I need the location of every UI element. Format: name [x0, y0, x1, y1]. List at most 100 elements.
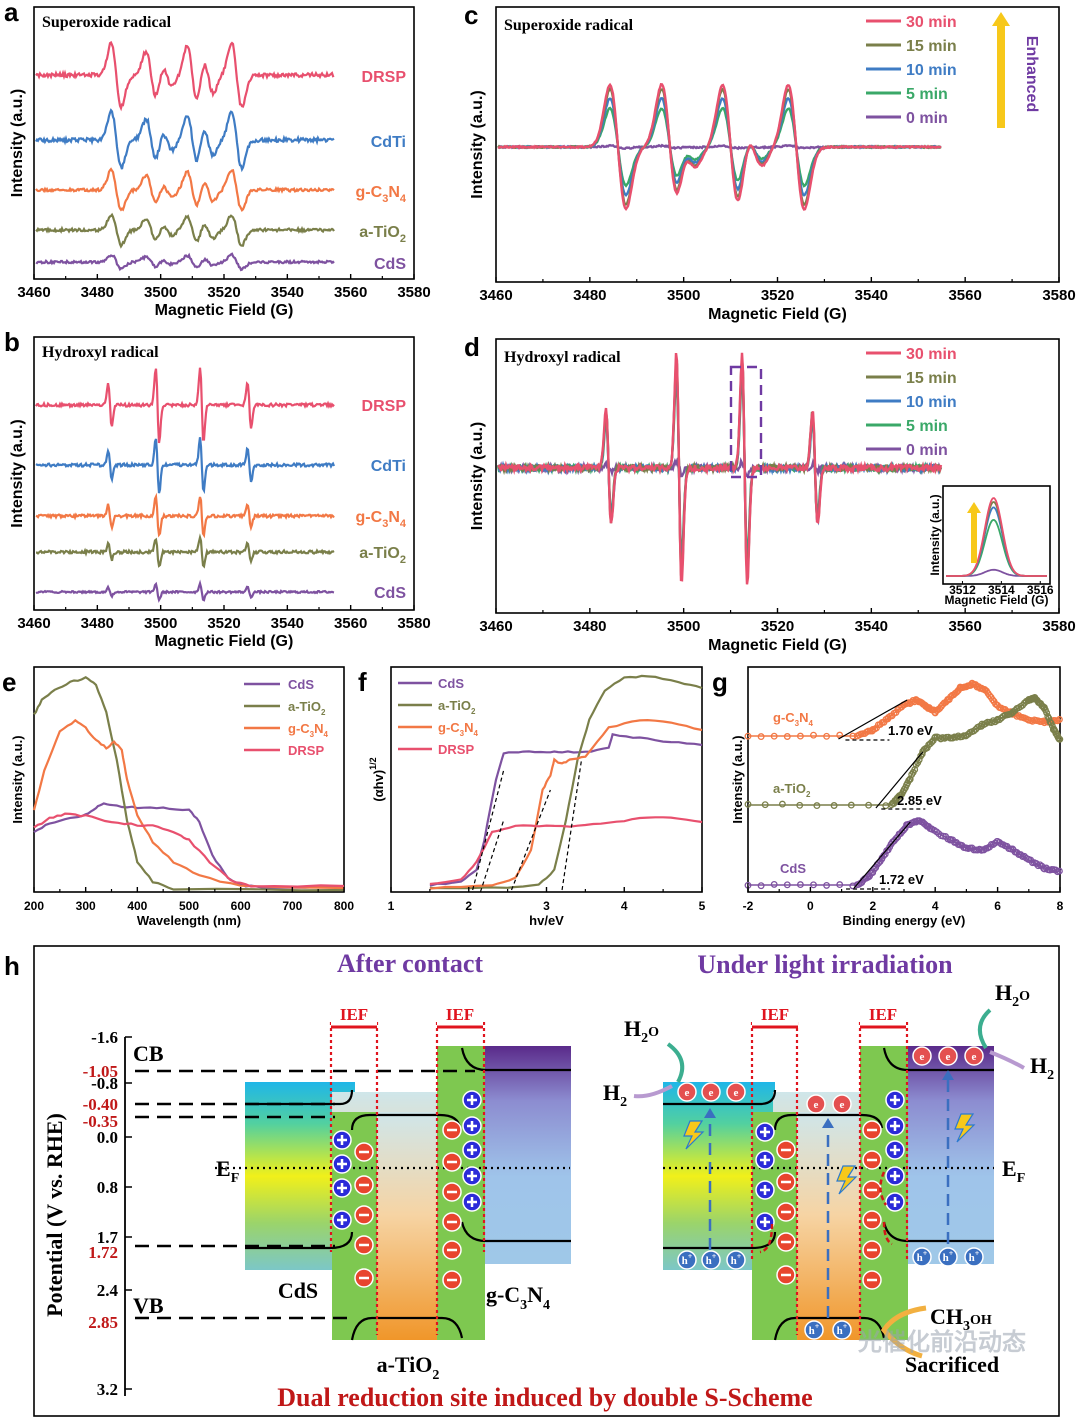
- panel-f-tangent: [479, 819, 505, 893]
- enhanced-arrow-shaft: [997, 24, 1005, 128]
- svg-text:e: e: [734, 1087, 739, 1099]
- panel-g-x-tick-label: 2: [869, 899, 876, 913]
- panel-c-legend-label: 10 min: [906, 62, 957, 79]
- light-bolt-icon: [683, 1120, 705, 1150]
- ch3oh-arrow: [880, 1305, 927, 1359]
- panel-f-tangent: [561, 759, 583, 891]
- panel-d-inset-series: [946, 506, 1047, 577]
- gcn-label: g-C3N4: [486, 1282, 550, 1313]
- panel-f-x-tick-label: 5: [699, 899, 706, 913]
- panel-b-x-tick-label: 3460: [17, 615, 50, 632]
- hole-plus-icon: [755, 1180, 775, 1200]
- hole-plus-icon: [885, 1090, 905, 1110]
- panel-c-legend-label: 0 min: [906, 110, 948, 127]
- panel-d-x-tick-label: 3480: [573, 618, 606, 635]
- panel-h-cb-label: CB: [133, 1041, 164, 1066]
- panel-b-series-label: CdS: [374, 585, 406, 602]
- panel-e-legend-label: a-TiO2: [288, 699, 326, 717]
- panel-a-series-aTiO2: [35, 212, 335, 249]
- panel-g-point: [900, 826, 908, 834]
- panel-a-x-tick-label: 3540: [271, 284, 304, 301]
- fermi-label-left: EF: [216, 1156, 239, 1186]
- panel-f-series-1: [429, 674, 703, 890]
- inset-tick-label: 3514: [988, 583, 1015, 597]
- electron-minus-icon: [862, 1270, 882, 1290]
- panel-g-point: [870, 865, 878, 873]
- panel-e-series-1: [33, 676, 345, 892]
- panel-e-ylabel: Intensity (a.u.): [10, 735, 25, 823]
- electron-minus-icon: [862, 1180, 882, 1200]
- panel-label-f: f: [358, 667, 367, 697]
- panel-c-legend-label: 15 min: [906, 38, 957, 55]
- h2-out-arrow-left: [633, 1084, 673, 1099]
- ief-label-bg: [437, 1003, 483, 1025]
- svg-text:h+: h+: [731, 1252, 742, 1267]
- electron-minus-icon: [862, 1240, 882, 1260]
- gcn-vb-line: [460, 1221, 571, 1243]
- electron-ball-icon: e: [806, 1094, 826, 1114]
- h2o-to-h2-arrow-right: [978, 1008, 992, 1050]
- ief-label: IEF: [446, 1005, 474, 1024]
- panel-e-x-tick-label: 700: [282, 899, 302, 913]
- electron-minus-icon: [442, 1240, 462, 1260]
- ief-label: IEF: [340, 1005, 368, 1024]
- hole-plus-icon: [885, 1166, 905, 1186]
- panel-d-legend-label: 0 min: [906, 442, 948, 459]
- electron-minus-icon: [776, 1265, 796, 1285]
- svg-text:h+: h+: [969, 1249, 980, 1264]
- panel-h-ytick-label: 0.8: [97, 1178, 118, 1197]
- panel-label-h: h: [4, 951, 20, 981]
- panel-g-x-tick-label: 4: [932, 899, 939, 913]
- excitation-arrow-head: [704, 1108, 716, 1118]
- panel-h-vb-label: VB: [133, 1293, 164, 1318]
- panel-d-inset-series: [946, 497, 1047, 577]
- electron-minus-icon: [442, 1152, 462, 1172]
- panel-g-point: [778, 800, 786, 808]
- svg-text:e: e: [840, 1099, 845, 1111]
- electron-minus-icon: [862, 1210, 882, 1230]
- panel-a-title: Superoxide radical: [42, 14, 172, 31]
- panel-a-series-DRSP: [35, 40, 335, 112]
- recombination-arrow: [759, 1223, 774, 1254]
- svg-text:e: e: [814, 1099, 819, 1111]
- cds-vb-line-r: [663, 1231, 777, 1250]
- inset-xlabel: Magnetic Field (G): [944, 593, 1048, 607]
- panel-d-legend-label: 30 min: [906, 346, 957, 363]
- panel-f-legend-label: DRSP: [438, 742, 474, 757]
- panel-a-series-label: CdTi: [371, 134, 406, 151]
- panel-e-legend-label: DRSP: [288, 743, 324, 758]
- hole-plus-icon: [332, 1130, 352, 1150]
- panel-b-x-tick-label: 3520: [207, 615, 240, 632]
- panel-g-tangent: [875, 751, 924, 809]
- panel-g-edge-value: 1.70 eV: [888, 723, 933, 738]
- panel-b-series-CdTi: [35, 437, 336, 495]
- panel-d-inset-frame: [942, 485, 1051, 585]
- panel-e-xlabel: Wavelength (nm): [137, 913, 241, 928]
- electron-ball-icon: e: [912, 1046, 932, 1066]
- cds-cb-line: [245, 1089, 354, 1106]
- panel-d-x-tick-label: 3540: [855, 618, 888, 635]
- panel-g-point: [1017, 851, 1025, 859]
- fermi-label-right: EF: [1002, 1156, 1025, 1186]
- panel-d-title: Hydroxyl radical: [504, 349, 621, 366]
- panel-g-tangent: [853, 821, 911, 889]
- panel-f-x-tick-label: 4: [621, 899, 628, 913]
- panel-b-x-tick-label: 3540: [271, 615, 304, 632]
- ief-label-bg: [331, 1003, 377, 1025]
- panel-a-series-gC3N4: [35, 167, 335, 212]
- cds-label: CdS: [278, 1278, 318, 1303]
- panel-g-series-label: CdS: [780, 861, 806, 876]
- svg-text:e: e: [946, 1051, 951, 1063]
- h2-label-right: H2: [1030, 1053, 1054, 1083]
- hole-plus-icon: [885, 1116, 905, 1136]
- panel-e-x-tick-label: 500: [179, 899, 199, 913]
- panel-h-ytick-label: 2.4: [97, 1281, 119, 1300]
- hole-ball-icon: h+: [964, 1247, 984, 1267]
- inset-arrow-head: [967, 502, 981, 513]
- panel-d-inset-series: [946, 518, 1047, 577]
- panel-b-frame: [33, 336, 415, 611]
- hole-ball-icon: h+: [701, 1250, 721, 1270]
- panel-d-highlight-box: [729, 365, 763, 479]
- panel-h-red-tick: 2.85: [88, 1313, 118, 1332]
